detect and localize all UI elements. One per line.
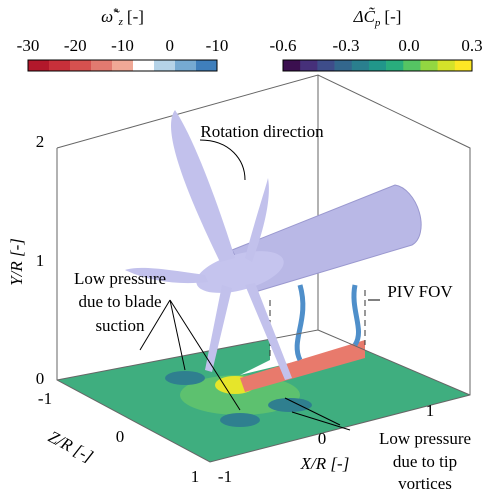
contour-patch bbox=[220, 413, 260, 427]
tick-label: 1 bbox=[191, 467, 200, 486]
piv-vorticity bbox=[294, 284, 361, 362]
spinner bbox=[196, 251, 284, 293]
colorbar-tick-label: -20 bbox=[64, 36, 87, 55]
colorbar-swatch bbox=[351, 60, 370, 71]
contour-patch bbox=[165, 371, 205, 385]
title-part: p bbox=[374, 17, 381, 29]
colorbar-swatch bbox=[175, 60, 197, 71]
annotation: PIV FOV bbox=[387, 282, 453, 301]
annotation: vortices bbox=[398, 474, 452, 493]
colorbar-tick-label: 0 bbox=[166, 36, 175, 55]
colorbar-swatch bbox=[283, 60, 301, 71]
colorbar-frame bbox=[27, 59, 218, 72]
colorbar-swatch bbox=[368, 60, 387, 71]
colorbar-frame bbox=[282, 59, 473, 72]
colorbar-tick-label: -0.3 bbox=[333, 36, 360, 55]
tick-label: 0 bbox=[116, 427, 125, 446]
colorbar-title: ω̃*z [-] bbox=[101, 6, 144, 28]
title-part: ΔC̃ bbox=[353, 7, 376, 26]
colorbar-swatch bbox=[112, 60, 134, 71]
pointer-line bbox=[139, 299, 380, 431]
colorbar-swatch bbox=[420, 60, 438, 71]
axis-label: Z/R [-] bbox=[45, 427, 96, 466]
colorbar-swatch bbox=[28, 60, 50, 71]
colorbar-tick-label: -0.6 bbox=[270, 36, 297, 55]
colorbar-swatch bbox=[70, 60, 92, 71]
colorbar-swatch bbox=[91, 60, 113, 71]
colorbar-swatch bbox=[334, 60, 353, 71]
tick-label: 0 bbox=[318, 429, 327, 448]
colorbar-title: ΔC̃p [-] bbox=[353, 7, 402, 29]
annotation: due to blade bbox=[78, 292, 161, 311]
colorbar-tick-label: -30 bbox=[17, 36, 40, 55]
colorbar-swatch bbox=[300, 60, 318, 71]
title-part: [-] bbox=[384, 7, 401, 26]
title-part: z bbox=[118, 16, 124, 28]
colorbar-swatch bbox=[133, 60, 155, 71]
blade bbox=[125, 267, 208, 284]
tick-label: 1 bbox=[36, 251, 45, 270]
colorbar-swatch bbox=[403, 60, 421, 71]
piv-vorticity bbox=[240, 340, 365, 392]
colorbar-swatch bbox=[437, 60, 456, 71]
annotation: Low pressure bbox=[379, 429, 471, 448]
axis-box bbox=[56, 74, 471, 463]
contour-patch bbox=[268, 398, 312, 412]
colorbar-swatch bbox=[317, 60, 335, 71]
axis-label: X/R [-] bbox=[300, 454, 350, 473]
tick-label: 2 bbox=[36, 132, 45, 151]
colorbar-tick-label: 0.3 bbox=[461, 36, 482, 55]
colorbar-swatch bbox=[386, 60, 404, 71]
annotation: Rotation direction bbox=[200, 122, 324, 141]
title-part: * bbox=[113, 6, 119, 18]
colorbar-tick-label: -10 bbox=[206, 36, 229, 55]
blade bbox=[245, 178, 269, 262]
tick-label: -1 bbox=[218, 467, 232, 486]
axis-label: Y/R [-] bbox=[7, 238, 26, 286]
tick-label: -1 bbox=[38, 389, 52, 408]
colorbar-swatch bbox=[454, 60, 473, 71]
blade bbox=[205, 285, 232, 372]
blade bbox=[245, 283, 292, 380]
tick-label: 1 bbox=[426, 401, 435, 420]
colorbar-swatch bbox=[49, 60, 71, 71]
annotation: suction bbox=[95, 316, 145, 335]
annotation: due to tip bbox=[393, 452, 457, 471]
rotation-arrow bbox=[199, 139, 246, 181]
annotation: Low pressure bbox=[74, 269, 166, 288]
colorbar-tick-label: 0.0 bbox=[398, 36, 419, 55]
colorbar-swatch bbox=[196, 60, 218, 71]
colorbar-swatch bbox=[154, 60, 176, 71]
title-part: [-] bbox=[127, 7, 144, 26]
blade bbox=[171, 110, 235, 262]
tick-label: 0 bbox=[36, 369, 45, 388]
colorbar-tick-label: -10 bbox=[111, 36, 134, 55]
